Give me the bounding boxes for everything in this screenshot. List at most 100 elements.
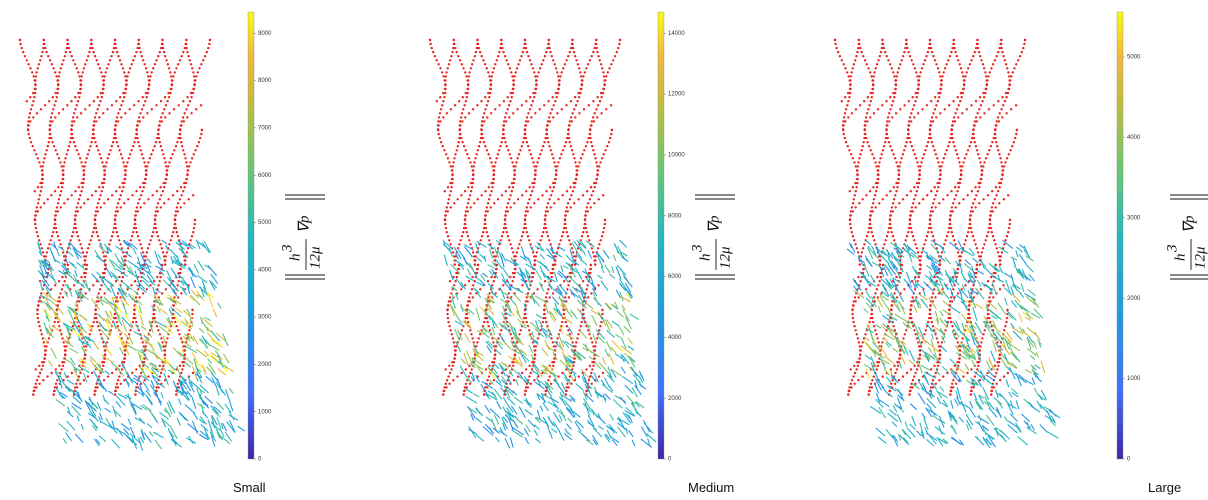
stent-dot [524, 219, 526, 221]
stent-dot [934, 108, 936, 110]
stent-dot [162, 190, 164, 192]
flow-vector [535, 439, 540, 443]
stent-dot [165, 59, 167, 61]
stent-dot [206, 51, 208, 53]
stent-dot [46, 149, 48, 151]
stent-dot [503, 227, 505, 229]
flow-vector [91, 298, 99, 309]
stent-dot [600, 321, 602, 323]
stent-dot [460, 194, 462, 196]
stent-dot [575, 59, 577, 61]
stent-dot [449, 243, 451, 245]
stent-dot [512, 186, 514, 188]
stent-dot [123, 178, 125, 180]
stent-dot [42, 365, 44, 367]
stent-dot [571, 43, 573, 45]
stent-dot [952, 141, 954, 143]
stent-dot [873, 75, 875, 77]
stent-dot [509, 67, 511, 69]
stent-dot [140, 337, 142, 339]
stent-dot [1006, 67, 1008, 69]
stent-dot [99, 194, 101, 196]
stent-dot [997, 100, 999, 102]
stent-dot [194, 219, 196, 221]
stent-dot [532, 186, 534, 188]
stent-dot [1005, 112, 1007, 114]
stent-dot [528, 329, 530, 331]
stent-dot [80, 112, 82, 114]
stent-dot [41, 178, 43, 180]
flow-vector [77, 416, 79, 422]
stent-dot [494, 63, 496, 65]
stent-dot [861, 51, 863, 53]
stent-dot [64, 157, 66, 159]
stent-dot [569, 186, 571, 188]
stent-dot [42, 337, 44, 339]
stent-dot [129, 108, 131, 110]
stent-dot [574, 161, 576, 163]
stent-dot [98, 116, 100, 118]
stent-dot [436, 59, 438, 61]
stent-dot [603, 75, 605, 77]
stent-dot [939, 112, 941, 114]
stent-dot [58, 325, 60, 327]
stent-dot [468, 375, 470, 377]
stent-dot [139, 243, 141, 245]
stent-dot [453, 39, 455, 41]
stent-dot [445, 386, 447, 388]
stent-dot [139, 120, 141, 122]
stent-dot [103, 174, 105, 176]
stent-dot [867, 67, 869, 69]
stent-dot [104, 354, 106, 356]
stent-dot [591, 341, 593, 343]
stent-dot [137, 210, 139, 212]
stent-dot [57, 186, 59, 188]
stent-dot [552, 341, 554, 343]
flow-vector [110, 259, 117, 270]
stent-dot [866, 141, 868, 143]
stent-dot [889, 96, 891, 98]
stent-dot [864, 129, 866, 131]
stent-dot [524, 309, 526, 311]
stent-dot [843, 116, 845, 118]
stent-dot [976, 39, 978, 41]
stent-dot [598, 198, 600, 200]
stent-dot [432, 51, 434, 53]
flow-vector [461, 359, 466, 364]
stent-dot [163, 108, 165, 110]
stent-dot [43, 157, 45, 159]
flow-vector [173, 348, 182, 357]
stent-dot [60, 182, 62, 184]
stent-dot [67, 247, 69, 249]
flow-vector [535, 296, 546, 302]
stent-dot [487, 92, 489, 94]
stent-dot [544, 219, 546, 221]
stent-dot [490, 84, 492, 86]
flow-vector [488, 265, 495, 269]
stent-dot [953, 145, 955, 147]
stent-dot [834, 39, 836, 41]
stent-dot [934, 59, 936, 61]
stent-dot [928, 137, 930, 139]
stent-dot [141, 247, 143, 249]
stent-dot [97, 149, 99, 151]
stent-dot [117, 202, 119, 204]
stent-dot [142, 157, 144, 159]
stent-dot [117, 145, 119, 147]
stent-dot [101, 361, 103, 363]
stent-dot [441, 104, 443, 106]
colorbar-label: h312μ∇p [279, 195, 325, 279]
stent-dot [98, 239, 100, 241]
stent-dot [472, 108, 474, 110]
stent-dot [119, 243, 121, 245]
stent-dot [589, 129, 591, 131]
stent-dot [178, 280, 180, 282]
stent-dot [834, 43, 836, 45]
stent-dot [75, 214, 77, 216]
stent-dot [452, 379, 454, 381]
flow-vector [121, 423, 130, 430]
stent-dot [181, 368, 183, 370]
stent-dot [614, 55, 616, 57]
stent-dot [468, 296, 470, 298]
stent-dot [979, 55, 981, 57]
